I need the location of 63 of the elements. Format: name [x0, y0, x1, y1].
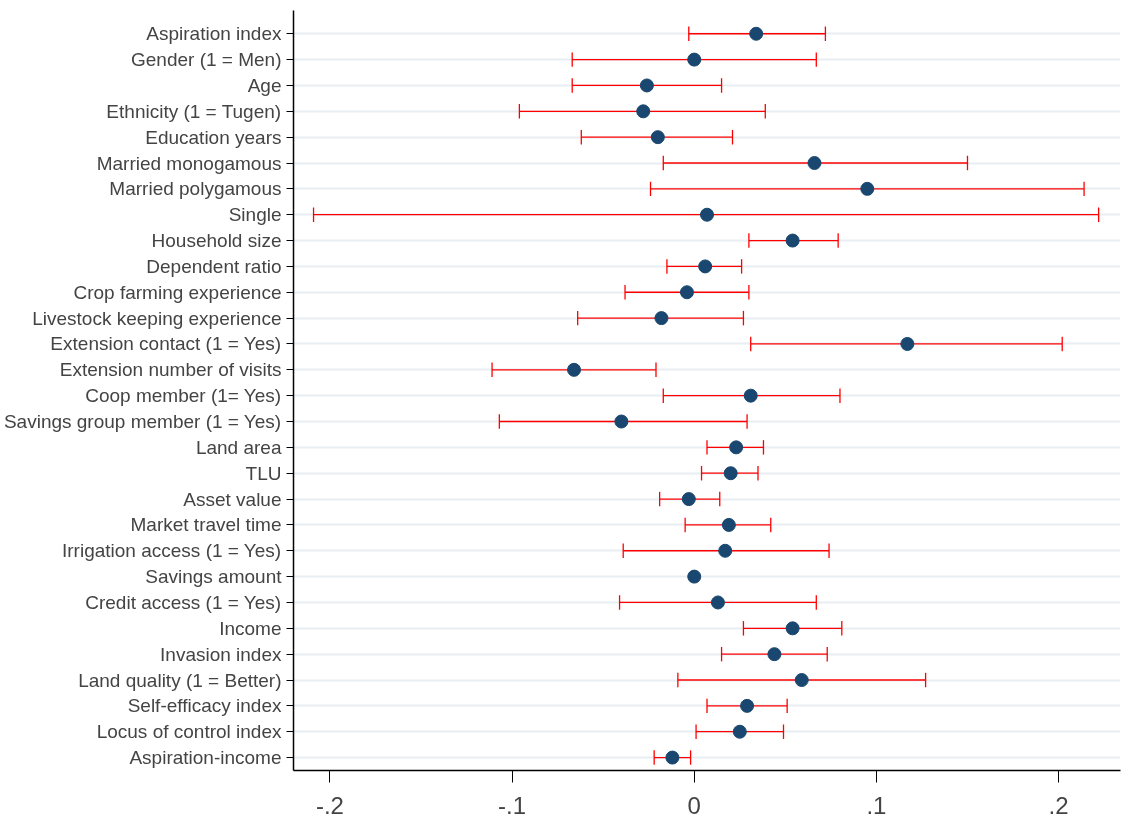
point [665, 750, 680, 765]
y-tick-label: Credit access (1 = Yes) [85, 591, 282, 613]
point [749, 26, 764, 41]
y-tick-label: Invasion index [160, 643, 282, 665]
point [729, 440, 744, 455]
point [718, 543, 733, 558]
point [860, 181, 875, 196]
y-tick-label: Aspiration index [146, 23, 282, 45]
y-tick-label: Land area [195, 436, 282, 458]
point [700, 207, 714, 222]
point [698, 259, 713, 274]
y-tick-label: Extension contact (1 = Yes) [50, 333, 282, 355]
x-tick-label: .2 [1048, 791, 1069, 819]
point [650, 130, 665, 145]
y-tick-label: Household size [151, 230, 282, 252]
y-tick-label: Asset value [183, 488, 282, 510]
point [723, 466, 738, 481]
point [740, 698, 755, 713]
point [794, 673, 809, 688]
y-tick-label: Extension number of visits [59, 359, 282, 381]
y-tick-label: Land quality (1 = Better) [78, 669, 282, 691]
y-tick-label: Self-efficacy index [127, 695, 282, 717]
point [721, 517, 736, 532]
y-tick-label: Coop member (1= Yes) [85, 385, 282, 407]
x-tick-label: -.1 [498, 791, 527, 819]
y-tick-label: TLU [245, 462, 282, 484]
x-tick-label: 0 [687, 791, 701, 819]
point [687, 52, 702, 67]
y-tick-label: Savings amount [145, 566, 283, 588]
point [654, 311, 669, 326]
x-tick-label: -.2 [315, 791, 344, 819]
y-tick-label: Education years [145, 126, 282, 148]
y-tick-label: Ethnicity (1 = Tugen) [106, 100, 282, 122]
point [785, 233, 800, 248]
point [636, 104, 651, 119]
y-tick-label: Single [228, 204, 282, 226]
point [732, 724, 747, 739]
point [681, 492, 696, 507]
y-tick-label: Dependent ratio [146, 255, 282, 277]
point [639, 78, 654, 93]
y-tick-label: Married polygamous [109, 178, 282, 200]
point [710, 595, 725, 610]
y-tick-label: Aspiration-income [129, 747, 282, 769]
y-tick-label: Crop farming experience [73, 281, 282, 303]
y-tick-label: Livestock keeping experience [32, 307, 282, 329]
y-tick-label: Age [247, 74, 282, 96]
point [679, 285, 694, 300]
point [785, 621, 800, 636]
point [767, 647, 782, 662]
point [743, 388, 758, 403]
y-tick-label: Market travel time [130, 514, 282, 536]
y-tick-label: Irrigation access (1 = Yes) [62, 540, 282, 562]
y-tick-label: Married monogamous [96, 152, 282, 174]
point [900, 336, 915, 351]
x-tick-label: .1 [866, 791, 887, 819]
y-tick-label: Income [219, 617, 282, 639]
y-tick-label: Gender (1 = Men) [131, 49, 282, 71]
point [687, 569, 702, 584]
y-tick-label: Savings group member (1 = Yes) [3, 411, 282, 433]
point [614, 414, 629, 429]
point [567, 362, 582, 377]
y-tick-label: Locus of control index [96, 721, 282, 743]
point [807, 156, 822, 170]
